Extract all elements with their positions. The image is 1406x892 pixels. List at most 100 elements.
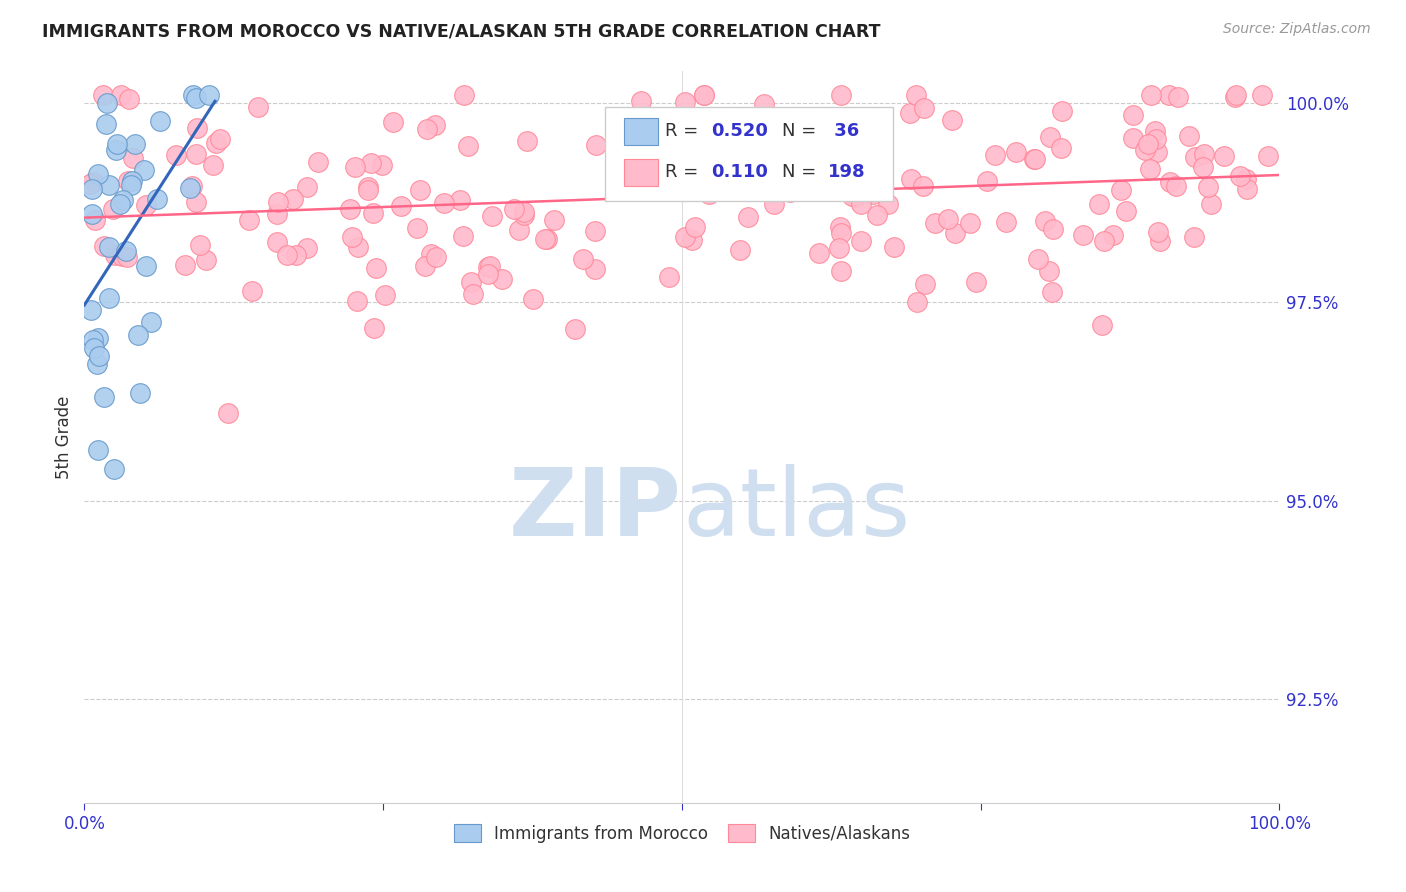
Point bbox=[194, 253, 217, 268]
Point bbox=[451, 229, 474, 244]
Point bbox=[93, 238, 115, 252]
Point bbox=[416, 122, 439, 136]
Point bbox=[830, 264, 852, 278]
Point bbox=[141, 315, 163, 329]
Point bbox=[779, 150, 801, 164]
Point bbox=[297, 241, 319, 255]
Y-axis label: 5th Grade: 5th Grade bbox=[55, 395, 73, 479]
Point bbox=[87, 349, 110, 363]
Point bbox=[1122, 131, 1144, 145]
Point bbox=[124, 137, 146, 152]
Point bbox=[184, 90, 207, 104]
Point bbox=[966, 275, 988, 289]
Point bbox=[1184, 149, 1206, 163]
Point bbox=[481, 209, 503, 223]
Point bbox=[900, 171, 922, 186]
Point bbox=[117, 250, 139, 264]
Point bbox=[104, 248, 127, 262]
Point bbox=[165, 148, 187, 162]
Point bbox=[357, 183, 380, 197]
Point bbox=[1223, 89, 1246, 103]
Point bbox=[477, 267, 499, 281]
Point bbox=[1213, 149, 1236, 163]
Point bbox=[866, 208, 889, 222]
Text: N =: N = bbox=[782, 122, 821, 140]
Point bbox=[266, 195, 288, 210]
Point bbox=[285, 248, 308, 262]
Point bbox=[346, 294, 368, 309]
Point bbox=[389, 198, 412, 212]
Point bbox=[79, 178, 101, 192]
Point bbox=[449, 194, 471, 208]
Point bbox=[585, 138, 607, 153]
Point bbox=[276, 247, 298, 261]
Point bbox=[994, 215, 1017, 229]
Point bbox=[1092, 235, 1115, 249]
Point bbox=[202, 158, 225, 172]
Point bbox=[148, 114, 170, 128]
Point bbox=[728, 243, 751, 257]
Point bbox=[205, 136, 228, 150]
Point bbox=[1109, 183, 1132, 197]
Point bbox=[190, 237, 212, 252]
Point bbox=[186, 120, 208, 135]
Point bbox=[1167, 90, 1189, 104]
Point bbox=[108, 197, 131, 211]
Point bbox=[174, 259, 197, 273]
Point bbox=[82, 176, 104, 190]
Point bbox=[1157, 88, 1180, 103]
Point bbox=[1040, 285, 1063, 299]
Point bbox=[508, 223, 530, 237]
Point bbox=[959, 216, 981, 230]
Point bbox=[96, 95, 118, 110]
Point bbox=[1182, 230, 1205, 244]
Point bbox=[281, 192, 304, 206]
Point bbox=[1146, 132, 1168, 146]
Point bbox=[564, 322, 586, 336]
Point bbox=[181, 88, 204, 103]
Point bbox=[103, 462, 125, 476]
Point bbox=[1050, 141, 1073, 155]
Point bbox=[1192, 146, 1215, 161]
Point bbox=[845, 182, 868, 196]
Text: 0.110: 0.110 bbox=[711, 163, 768, 181]
Point bbox=[80, 182, 103, 196]
Point bbox=[1199, 197, 1222, 211]
Point bbox=[983, 148, 1005, 162]
Point bbox=[453, 88, 475, 103]
Point bbox=[1140, 88, 1163, 103]
Point bbox=[941, 113, 963, 128]
Point bbox=[118, 92, 141, 106]
Point bbox=[737, 210, 759, 224]
Point bbox=[129, 385, 152, 400]
Point bbox=[1225, 88, 1247, 103]
Point bbox=[360, 156, 382, 170]
Point bbox=[1149, 234, 1171, 248]
Point bbox=[246, 100, 269, 114]
Point bbox=[425, 119, 447, 133]
Point bbox=[1024, 152, 1046, 166]
Point bbox=[184, 195, 207, 210]
Point bbox=[827, 241, 849, 255]
Point bbox=[297, 179, 319, 194]
Point bbox=[936, 211, 959, 226]
Point bbox=[117, 173, 139, 187]
Point bbox=[1050, 103, 1073, 118]
Point bbox=[93, 390, 115, 404]
Point bbox=[87, 331, 110, 345]
Text: 0.520: 0.520 bbox=[711, 122, 768, 140]
Point bbox=[522, 292, 544, 306]
Point bbox=[779, 186, 801, 200]
Point bbox=[96, 117, 118, 131]
Text: R =: R = bbox=[665, 163, 710, 181]
Point bbox=[1090, 318, 1112, 332]
Point bbox=[238, 213, 260, 227]
Point bbox=[513, 208, 536, 222]
Point bbox=[86, 357, 108, 371]
Point bbox=[912, 101, 935, 115]
Point bbox=[181, 178, 204, 193]
Point bbox=[905, 295, 928, 310]
Point bbox=[533, 232, 555, 246]
Point bbox=[672, 153, 695, 167]
Point bbox=[1147, 225, 1170, 239]
